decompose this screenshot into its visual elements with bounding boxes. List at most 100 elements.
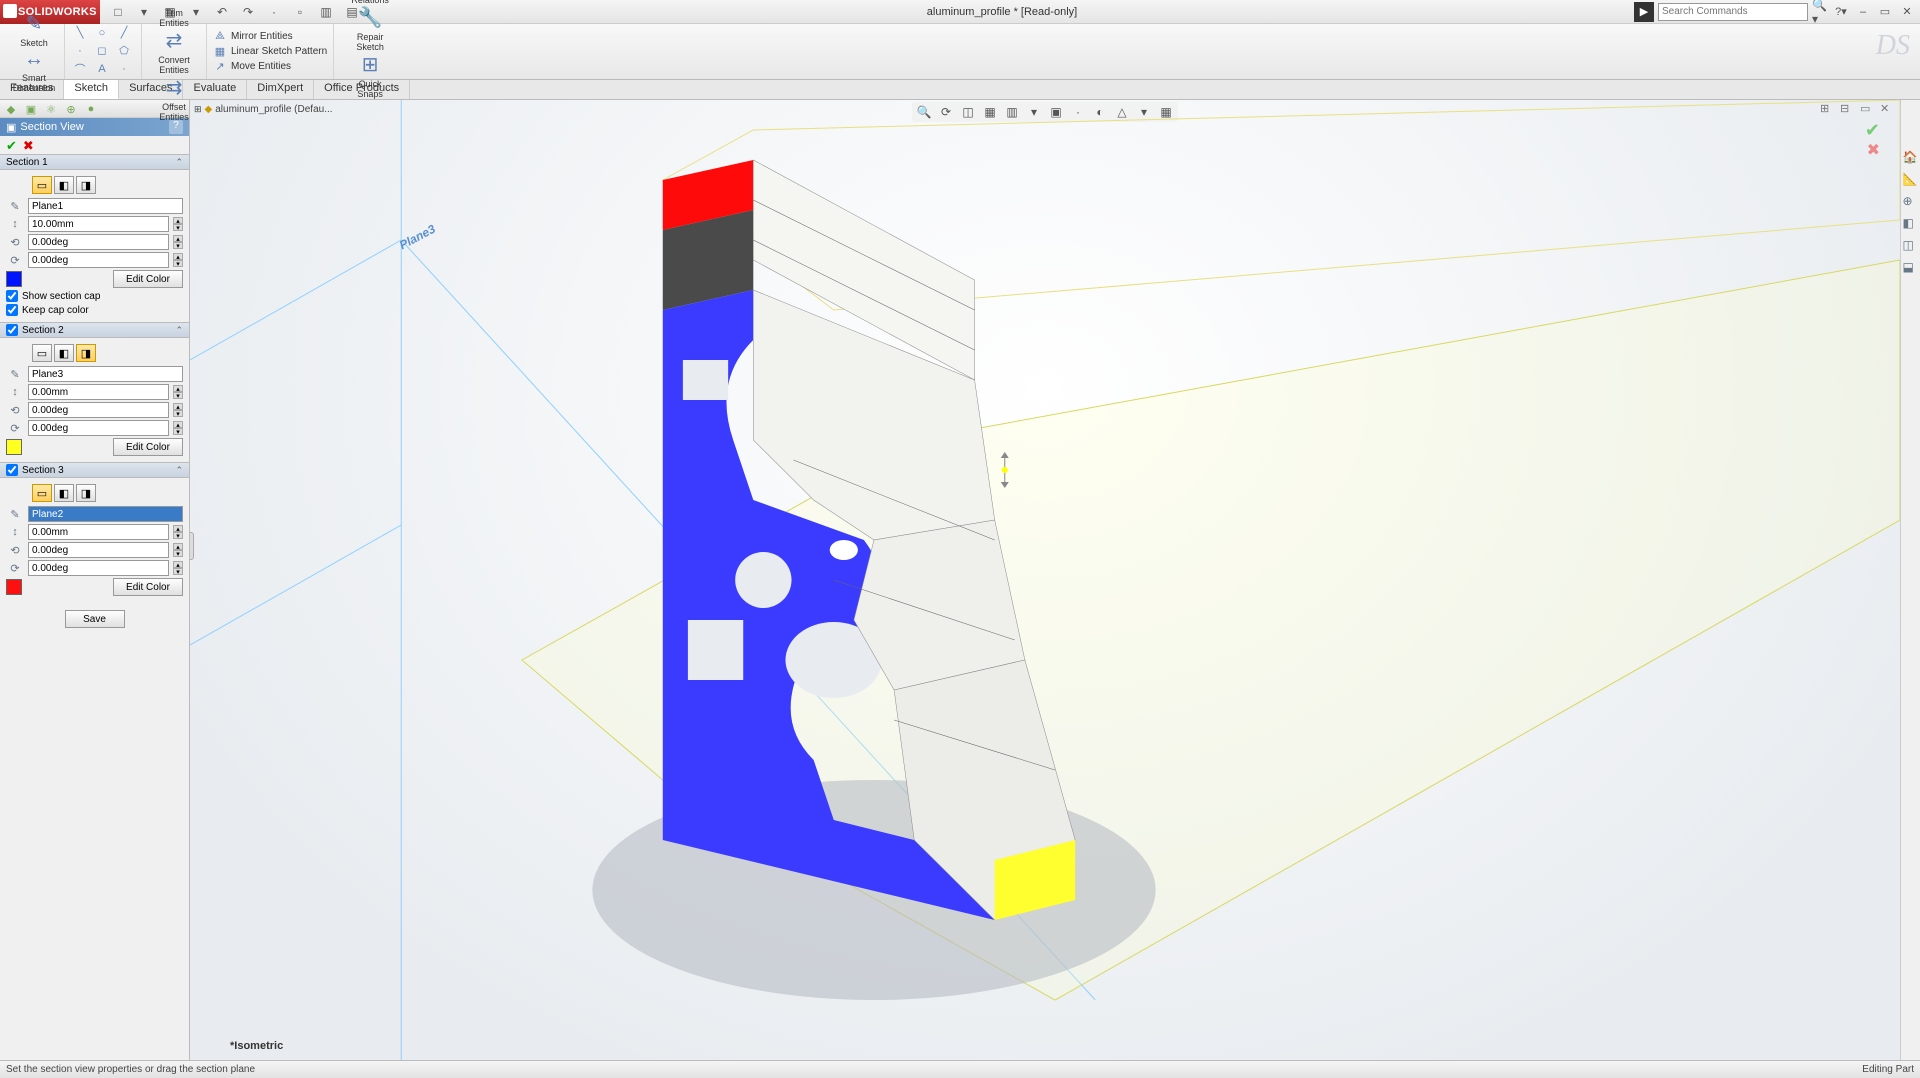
ribbon-cmd-convert[interactable]: ⇄ConvertEntities (148, 28, 200, 75)
sketch-tool-icon[interactable]: · (71, 44, 89, 58)
minimize-icon[interactable]: – (1854, 5, 1872, 19)
plane-orientation-toggle[interactable]: ▭ (32, 176, 52, 194)
task-pane-tab-icon[interactable]: ◧ (1903, 216, 1919, 232)
spin-down-icon[interactable]: ▾ (173, 532, 183, 539)
spin-up-icon[interactable]: ▴ (173, 421, 183, 428)
search-commands-input[interactable] (1658, 3, 1808, 21)
section-offset-input[interactable] (28, 524, 169, 540)
task-pane-tab-icon[interactable]: ⊕ (1903, 194, 1919, 210)
sketch-tool-icon[interactable]: ⬠ (115, 44, 133, 58)
ribbon-cmd-quick[interactable]: ⊞QuickSnaps (340, 52, 400, 99)
tab-sketch[interactable]: Sketch (64, 80, 119, 99)
sketch-tool-icon[interactable]: ⌒ (71, 62, 89, 76)
spin-up-icon[interactable]: ▴ (173, 235, 183, 242)
plane-orientation-toggle[interactable]: ▭ (32, 484, 52, 502)
task-pane-tab-icon[interactable]: ◫ (1903, 238, 1919, 254)
spin-down-icon[interactable]: ▾ (173, 428, 183, 435)
sketch-tool-icon[interactable]: A (93, 62, 111, 76)
section-angle-x-input[interactable] (28, 542, 169, 558)
spin-down-icon[interactable]: ▾ (173, 550, 183, 557)
panel-tab-icon[interactable]: ◆ (4, 102, 18, 116)
spin-down-icon[interactable]: ▾ (173, 224, 183, 231)
ribbon-cmd-move-entities[interactable]: ↗Move Entities (213, 60, 327, 73)
ribbon-cmd-linear-sketch-pattern[interactable]: ▦Linear Sketch Pattern (213, 45, 327, 58)
section-color-swatch[interactable] (6, 271, 22, 287)
section-angle-x-input[interactable] (28, 234, 169, 250)
spin-up-icon[interactable]: ▴ (173, 525, 183, 532)
help-icon[interactable]: ?▾ (1832, 5, 1850, 19)
section-plane-input[interactable] (28, 198, 183, 214)
section-option-checkbox[interactable]: Show section cap (6, 290, 183, 302)
panel-tab-icon[interactable]: ● (84, 102, 98, 116)
task-pane-tab-icon[interactable]: 🏠 (1903, 150, 1919, 166)
panel-tab-icon[interactable]: ▣ (24, 102, 38, 116)
section-header-2[interactable]: Section 2⌃ (0, 322, 189, 338)
spin-down-icon[interactable]: ▾ (173, 260, 183, 267)
spin-down-icon[interactable]: ▾ (173, 410, 183, 417)
plane-orientation-toggle[interactable]: ◧ (54, 344, 74, 362)
sketch-tool-icon[interactable]: · (115, 62, 133, 76)
section-angle-y-input[interactable] (28, 560, 169, 576)
section-header-3[interactable]: Section 3⌃ (0, 462, 189, 478)
section-angle-y-input[interactable] (28, 252, 169, 268)
ribbon-cmd-trim[interactable]: ✂TrimEntities (148, 0, 200, 28)
search-dropdown-icon[interactable]: 🔍▾ (1812, 4, 1828, 20)
plane-orientation-toggle[interactable]: ◨ (76, 176, 96, 194)
task-pane-tab-icon[interactable]: 📐 (1903, 172, 1919, 188)
section-angle-y-input[interactable] (28, 420, 169, 436)
qat-icon[interactable]: ↶ (214, 4, 230, 20)
qat-icon[interactable]: □ (110, 4, 126, 20)
section-header-1[interactable]: Section 1⌃ (0, 154, 189, 170)
plane-orientation-toggle[interactable]: ◧ (54, 176, 74, 194)
section-color-swatch[interactable] (6, 439, 22, 455)
section-enable-checkbox[interactable] (6, 464, 18, 476)
edit-color-button[interactable]: Edit Color (113, 578, 183, 596)
section-offset-input[interactable] (28, 384, 169, 400)
cancel-button[interactable]: ✖ (23, 138, 34, 152)
edit-color-button[interactable]: Edit Color (113, 438, 183, 456)
ribbon-cmd-repair[interactable]: 🔧RepairSketch (340, 5, 400, 52)
section-plane-input[interactable] (28, 506, 183, 522)
plane-orientation-toggle[interactable]: ◧ (54, 484, 74, 502)
edit-color-button[interactable]: Edit Color (113, 270, 183, 288)
panel-tab-icon[interactable]: ⚛ (44, 102, 58, 116)
graphics-viewport[interactable]: ⊞ ◆ aluminum_profile (Defau... 🔍⟳◫▦▥▾▣·◐… (190, 100, 1900, 1060)
spin-up-icon[interactable]: ▴ (173, 543, 183, 550)
section-angle-x-input[interactable] (28, 402, 169, 418)
plane-orientation-toggle[interactable]: ▭ (32, 344, 52, 362)
ok-button[interactable]: ✔ (6, 138, 17, 152)
spin-up-icon[interactable]: ▴ (173, 253, 183, 260)
qat-icon[interactable]: ▥ (318, 4, 334, 20)
spin-down-icon[interactable]: ▾ (173, 242, 183, 249)
spin-up-icon[interactable]: ▴ (173, 403, 183, 410)
section-plane-input[interactable] (28, 366, 183, 382)
section-color-swatch[interactable] (6, 579, 22, 595)
sketch-tool-icon[interactable]: ╱ (115, 26, 133, 40)
qat-icon[interactable]: · (266, 4, 282, 20)
qat-icon[interactable]: ↷ (240, 4, 256, 20)
restore-icon[interactable]: ▭ (1876, 5, 1894, 19)
spin-down-icon[interactable]: ▾ (173, 392, 183, 399)
spin-down-icon[interactable]: ▾ (173, 568, 183, 575)
spin-up-icon[interactable]: ▴ (173, 561, 183, 568)
sketch-tool-icon[interactable]: ○ (93, 26, 111, 40)
save-button[interactable]: Save (65, 610, 125, 628)
ribbon-cmd-smart[interactable]: ↔SmartDimension (10, 48, 58, 93)
section-enable-checkbox[interactable] (6, 324, 18, 336)
close-icon[interactable]: ✕ (1898, 5, 1916, 19)
panel-tab-icon[interactable]: ⊕ (64, 102, 78, 116)
task-pane-tab-icon[interactable]: ⬓ (1903, 260, 1919, 276)
help-button[interactable]: ? (169, 120, 183, 134)
section-offset-input[interactable] (28, 216, 169, 232)
tab-dimxpert[interactable]: DimXpert (247, 80, 314, 99)
plane-orientation-toggle[interactable]: ◨ (76, 344, 96, 362)
spin-up-icon[interactable]: ▴ (173, 385, 183, 392)
plane-orientation-toggle[interactable]: ◨ (76, 484, 96, 502)
sketch-tool-icon[interactable]: ╲ (71, 26, 89, 40)
ribbon-cmd-mirror-entities[interactable]: ⟁Mirror Entities (213, 30, 327, 43)
spin-up-icon[interactable]: ▴ (173, 217, 183, 224)
sketch-tool-icon[interactable]: ◻ (93, 44, 111, 58)
search-icon[interactable]: ▶ (1634, 2, 1654, 22)
ribbon-cmd-sketch[interactable]: ✎Sketch (10, 11, 58, 48)
section-option-checkbox[interactable]: Keep cap color (6, 304, 183, 316)
